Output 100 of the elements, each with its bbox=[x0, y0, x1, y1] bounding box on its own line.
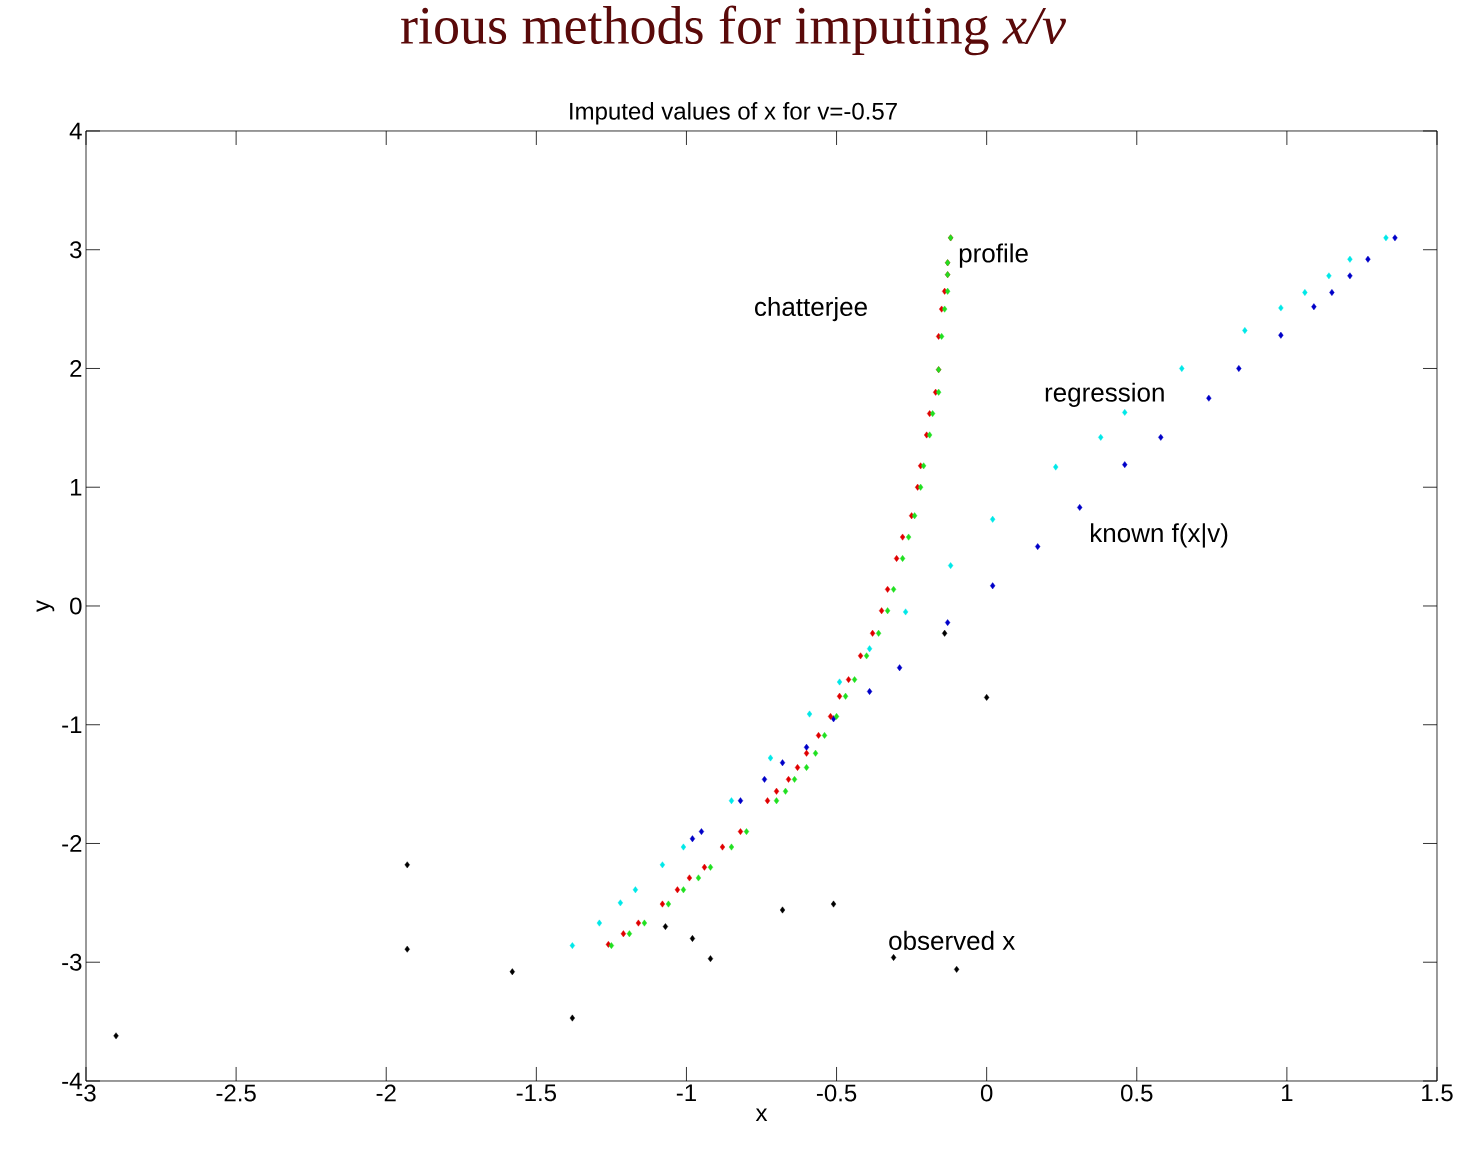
point bbox=[906, 533, 912, 541]
point bbox=[659, 900, 666, 908]
point bbox=[866, 688, 873, 695]
point bbox=[1278, 304, 1284, 312]
point bbox=[900, 555, 906, 562]
point bbox=[942, 629, 948, 637]
point bbox=[1098, 433, 1104, 441]
point bbox=[1077, 504, 1083, 511]
point bbox=[680, 843, 687, 851]
point bbox=[1326, 272, 1332, 280]
point bbox=[1179, 365, 1185, 372]
point bbox=[689, 935, 696, 942]
point bbox=[1347, 272, 1353, 280]
point bbox=[773, 787, 780, 795]
point bbox=[863, 652, 870, 660]
x-tick-label: 1.5 bbox=[1422, 1084, 1453, 1102]
point bbox=[695, 874, 702, 882]
point bbox=[569, 942, 575, 950]
point bbox=[1383, 234, 1389, 242]
point bbox=[617, 899, 623, 907]
point bbox=[779, 759, 786, 767]
point bbox=[836, 692, 843, 700]
point bbox=[1158, 433, 1164, 441]
point bbox=[884, 585, 891, 593]
x-tick-label: -0.5 bbox=[816, 1084, 857, 1102]
series-label: regression bbox=[1045, 382, 1164, 407]
point bbox=[113, 1032, 119, 1040]
point bbox=[1035, 543, 1041, 551]
point bbox=[698, 828, 705, 836]
point bbox=[689, 835, 696, 843]
point bbox=[945, 619, 951, 627]
y-tick-label: 2 bbox=[70, 360, 82, 377]
point bbox=[737, 828, 744, 836]
point bbox=[830, 900, 837, 908]
y-tick-label: 3 bbox=[70, 241, 82, 259]
y-tick-label: 4 bbox=[69, 122, 82, 140]
point bbox=[635, 919, 642, 927]
x-tick-label: 0 bbox=[980, 1084, 993, 1102]
point bbox=[509, 968, 515, 976]
point bbox=[686, 874, 693, 882]
point bbox=[1347, 255, 1353, 263]
point bbox=[900, 533, 906, 541]
point bbox=[984, 694, 990, 701]
point bbox=[948, 562, 954, 570]
point bbox=[773, 797, 780, 805]
point bbox=[894, 555, 900, 562]
point bbox=[680, 886, 687, 894]
y-tick-label: 1 bbox=[70, 478, 82, 496]
point bbox=[1329, 289, 1335, 296]
chart-subtitle: Imputed values of x for v=-0.57 bbox=[570, 102, 897, 125]
point bbox=[674, 886, 681, 894]
point bbox=[806, 710, 813, 718]
text: chatterjee bbox=[755, 296, 867, 322]
point bbox=[803, 764, 810, 771]
point bbox=[569, 1014, 575, 1022]
x-tick-label: -1.5 bbox=[516, 1084, 557, 1102]
series-label: observed x bbox=[889, 930, 1015, 950]
point bbox=[875, 629, 882, 637]
point bbox=[782, 787, 789, 795]
point bbox=[890, 585, 897, 593]
series-label: profile bbox=[959, 243, 1028, 268]
point bbox=[851, 676, 858, 684]
x-tick-label: -1 bbox=[676, 1084, 696, 1102]
x-tick-label: 0.5 bbox=[1121, 1084, 1153, 1102]
y-tick-label: -1 bbox=[62, 716, 82, 733]
point bbox=[779, 906, 786, 914]
x-tick-label: -2 bbox=[376, 1084, 396, 1102]
point bbox=[743, 828, 750, 836]
point bbox=[632, 886, 639, 894]
y-axis-title: y bbox=[36, 600, 55, 612]
point bbox=[1302, 289, 1308, 296]
point bbox=[1242, 327, 1248, 334]
point bbox=[659, 861, 666, 869]
point bbox=[1236, 365, 1242, 372]
point bbox=[842, 692, 849, 700]
point bbox=[662, 923, 669, 931]
point bbox=[803, 749, 810, 757]
point bbox=[903, 608, 909, 616]
point bbox=[1311, 303, 1317, 311]
point bbox=[897, 664, 903, 672]
point bbox=[954, 965, 960, 973]
point bbox=[1206, 394, 1212, 402]
chart-title: rious methods for imputing x/v bbox=[401, 5, 1066, 56]
point bbox=[857, 652, 864, 660]
point bbox=[641, 919, 648, 927]
point bbox=[821, 732, 828, 739]
point bbox=[869, 629, 876, 637]
y-tick-label: -3 bbox=[62, 953, 82, 971]
point bbox=[701, 863, 708, 871]
point bbox=[1053, 463, 1059, 471]
point bbox=[866, 645, 873, 653]
point bbox=[719, 843, 726, 851]
point bbox=[990, 515, 996, 523]
point bbox=[812, 749, 819, 757]
x-axis-title: x bbox=[755, 1108, 768, 1122]
point bbox=[761, 775, 768, 783]
series-label: known f(x|v) bbox=[1091, 523, 1228, 548]
point bbox=[785, 775, 792, 783]
point bbox=[767, 754, 774, 762]
point bbox=[794, 764, 801, 771]
